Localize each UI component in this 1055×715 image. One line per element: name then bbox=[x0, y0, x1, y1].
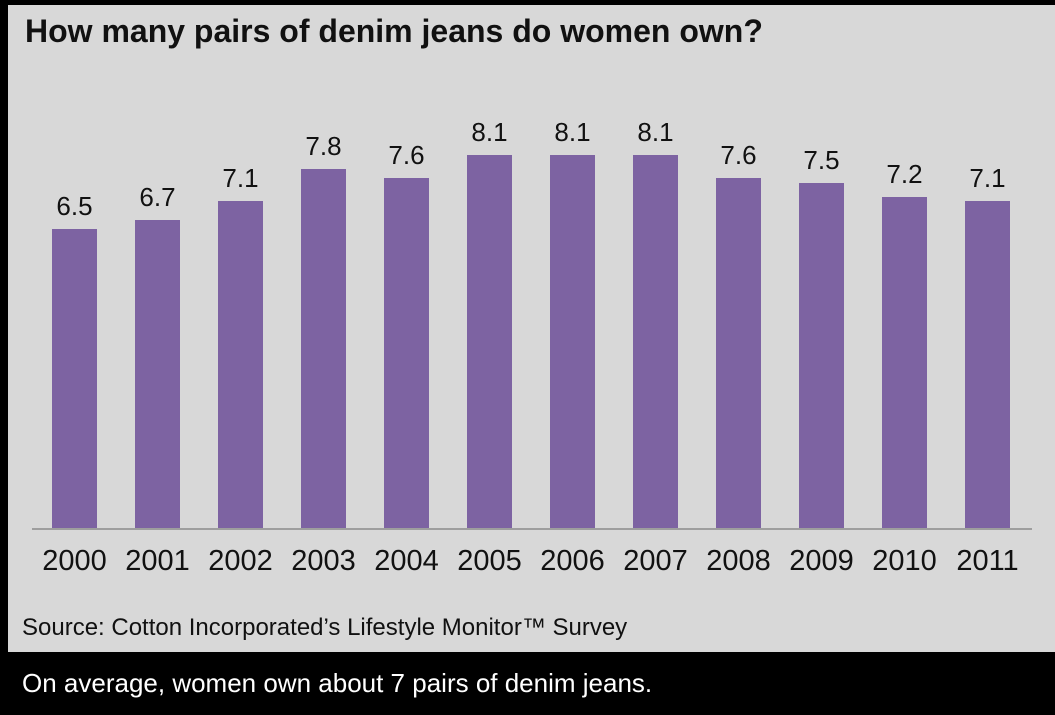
bar-chart: 6.5 6.7 7.1 7.8 7.6 8.1 8.1 8.1 7.6 7.5 7.2 7.1 200… bbox=[8, 5, 1055, 652]
bar-2001: 6.7 bbox=[135, 182, 180, 529]
bar-column: 7.1 bbox=[965, 163, 1010, 529]
bar-column: 8.1 bbox=[550, 117, 595, 529]
source-attribution: Source: Cotton Incorporated’s Lifestyle … bbox=[22, 614, 628, 641]
x-axis-tick-label: 2006 bbox=[540, 545, 605, 577]
x-axis-tick-label: 2000 bbox=[42, 545, 107, 577]
footer-caption: On average, women own about 7 pairs of d… bbox=[22, 668, 653, 698]
bar-value-label: 7.2 bbox=[886, 159, 923, 189]
x-axis-tick-label: 2002 bbox=[208, 545, 273, 577]
x-axis-tick-label: 2008 bbox=[706, 545, 771, 577]
x-axis-tick-label: 2001 bbox=[125, 545, 190, 577]
bar-column: 7.8 bbox=[301, 131, 346, 529]
bar-value-label: 7.1 bbox=[969, 163, 1006, 193]
bar-column: 6.7 bbox=[135, 182, 180, 529]
bar-column: 6.5 bbox=[52, 191, 97, 529]
bar-2004: 7.6 bbox=[384, 140, 429, 529]
bar-2008: 7.6 bbox=[716, 140, 761, 529]
bar-2002: 7.1 bbox=[218, 163, 263, 529]
bars-row: 6.5 6.7 7.1 7.8 7.6 8.1 8.1 8.1 7.6 7.5 7.2 7.1 bbox=[52, 5, 1010, 529]
bar-column: 8.1 bbox=[467, 117, 512, 529]
chart-panel: How many pairs of denim jeans do women o… bbox=[8, 5, 1055, 652]
bar-2009: 7.5 bbox=[799, 145, 844, 529]
bar-value-label: 6.5 bbox=[56, 191, 93, 221]
bar-2000: 6.5 bbox=[52, 191, 97, 529]
bar-value-label: 7.6 bbox=[720, 140, 757, 170]
x-axis-tick-label: 2004 bbox=[374, 545, 439, 577]
bar-column: 8.1 bbox=[633, 117, 678, 529]
footer-bar: On average, women own about 7 pairs of d… bbox=[0, 652, 1055, 715]
bar-value-label: 8.1 bbox=[471, 117, 508, 147]
x-axis-tick-label: 2005 bbox=[457, 545, 522, 577]
bar-2010: 7.2 bbox=[882, 159, 927, 529]
bar-column: 7.6 bbox=[384, 140, 429, 529]
bar-column: 7.5 bbox=[799, 145, 844, 529]
bar-column: 7.2 bbox=[882, 159, 927, 529]
bar-column: 7.1 bbox=[218, 163, 263, 529]
bar-2003: 7.8 bbox=[301, 131, 346, 529]
bar-2005: 8.1 bbox=[467, 117, 512, 529]
bar-value-label: 7.8 bbox=[305, 131, 342, 161]
bar-column: 7.6 bbox=[716, 140, 761, 529]
x-axis-tick-label: 2009 bbox=[789, 545, 854, 577]
bar-value-label: 7.6 bbox=[388, 140, 425, 170]
bar-2007: 8.1 bbox=[633, 117, 678, 529]
bar-value-label: 7.1 bbox=[222, 163, 259, 193]
bar-value-label: 6.7 bbox=[139, 182, 176, 212]
bar-2006: 8.1 bbox=[550, 117, 595, 529]
x-axis-labels: 2000 2001 2002 2003 2004 2005 2006 2007 2008 2009… bbox=[33, 545, 1029, 578]
x-axis-tick-label: 2007 bbox=[623, 545, 688, 577]
x-axis-tick-label: 2010 bbox=[872, 545, 937, 577]
x-axis-tick-label: 2011 bbox=[956, 545, 1019, 577]
bar-value-label: 7.5 bbox=[803, 145, 840, 175]
bar-value-label: 8.1 bbox=[637, 117, 674, 147]
chart-title: How many pairs of denim jeans do women o… bbox=[25, 13, 763, 49]
bar-2011: 7.1 bbox=[965, 163, 1010, 529]
bar-value-label: 8.1 bbox=[554, 117, 591, 147]
x-axis-line bbox=[32, 528, 1032, 530]
x-axis-tick-label: 2003 bbox=[291, 545, 356, 577]
